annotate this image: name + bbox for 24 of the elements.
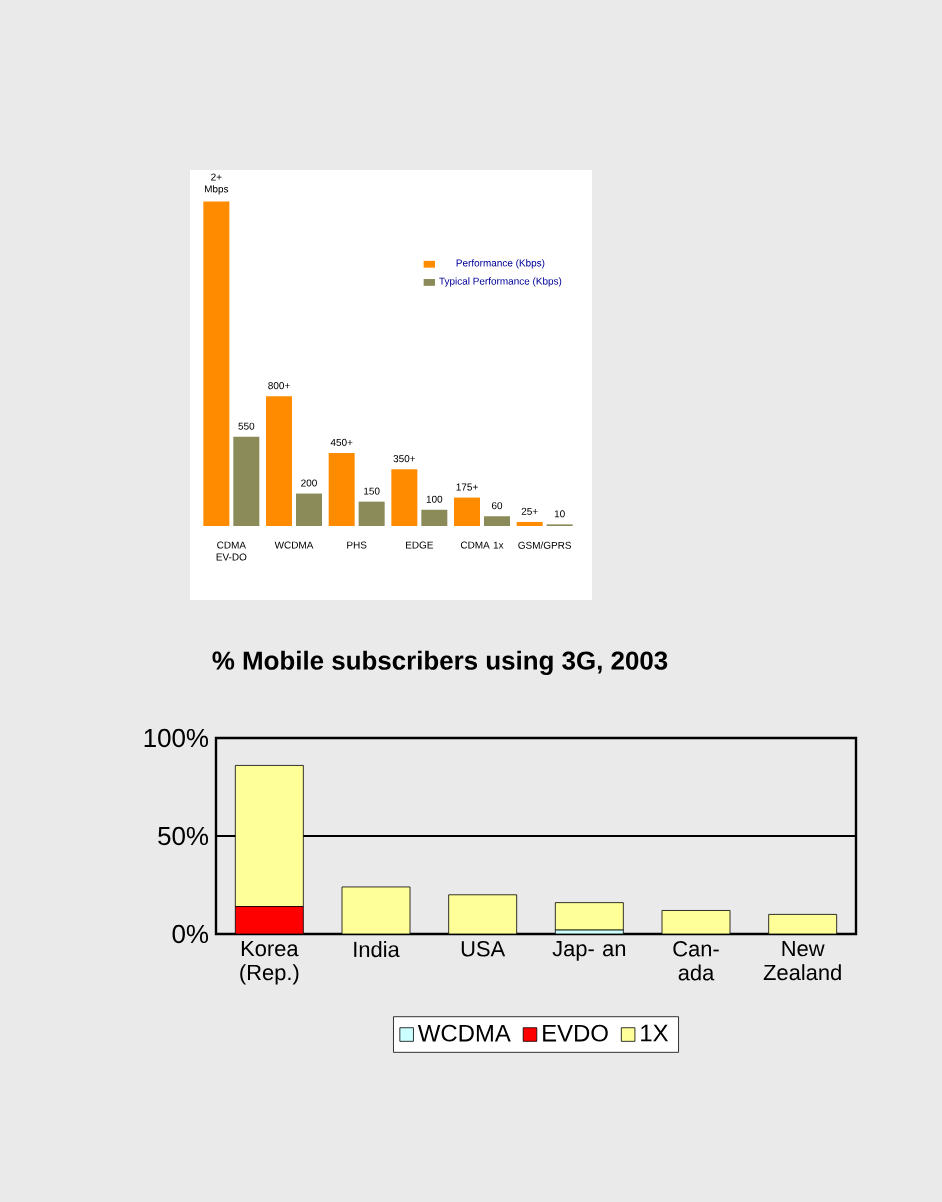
legend-label: 1X: [641, 1024, 669, 1042]
bar: [358, 501, 385, 526]
bar: [454, 497, 481, 526]
bar: [483, 516, 510, 526]
bar: [233, 436, 260, 526]
x-tick-label: Jap- an: [552, 941, 626, 961]
x-tick-label: Can- ada: [673, 941, 719, 981]
legend-label: EVDO: [543, 1024, 608, 1042]
y-tick-label: 50%: [158, 826, 209, 846]
chart-title: % Mobile subscribers using 3G, 2003: [212, 650, 668, 676]
x-tick-label: Korea (Rep.): [240, 941, 299, 985]
y-tick-label: 0%: [172, 924, 209, 944]
bar: [295, 493, 322, 526]
bar: [391, 469, 418, 526]
bar: [554, 902, 624, 931]
legend-label: WCDMA: [417, 1024, 511, 1042]
x-tick-label: USA: [461, 941, 506, 957]
bar: [266, 396, 293, 526]
bar: [203, 201, 230, 526]
bar: [328, 452, 355, 526]
bar: [421, 509, 448, 526]
y-tick-label: 100%: [144, 728, 209, 748]
x-tick-label: New Zealand: [763, 941, 841, 981]
x-tick-label: India: [354, 941, 400, 958]
